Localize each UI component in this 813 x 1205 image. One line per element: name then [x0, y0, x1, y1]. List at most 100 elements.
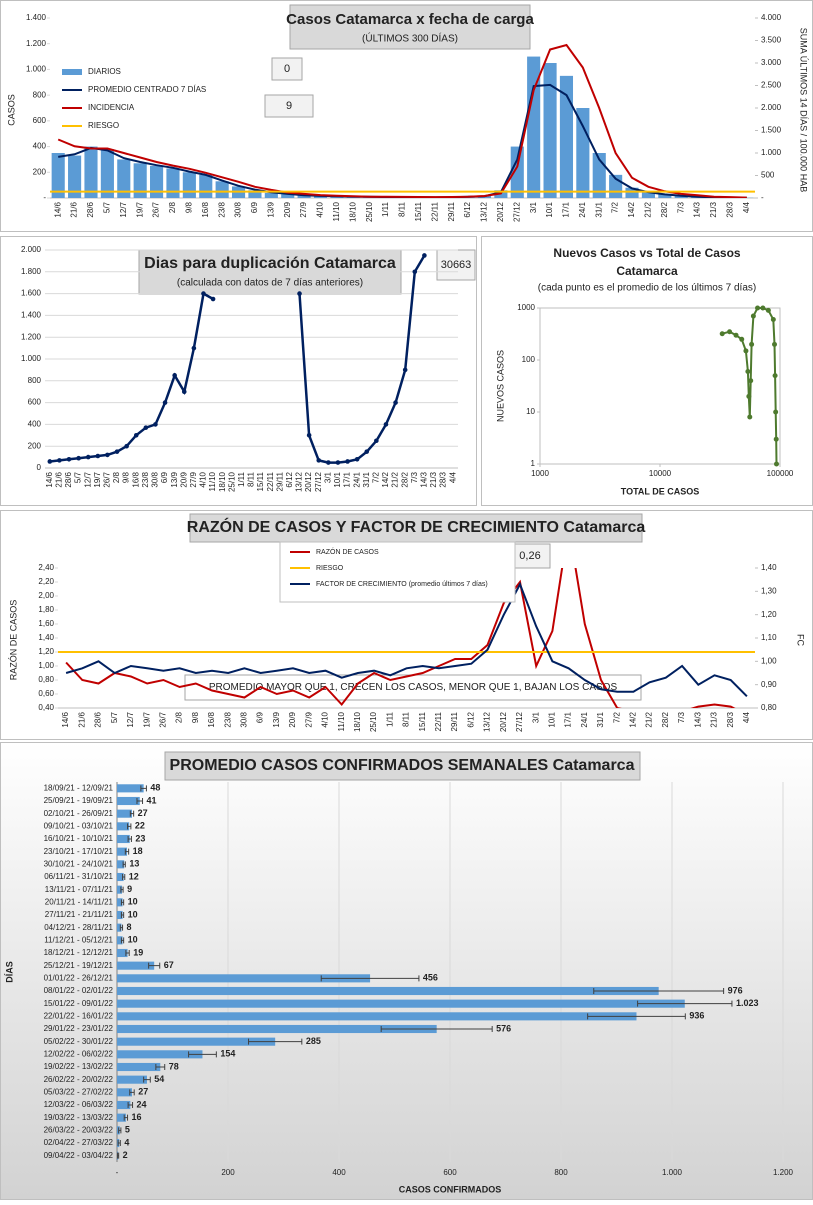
point: [739, 337, 744, 342]
x-tick-label: 21/2: [644, 201, 653, 217]
x-tick-label: 16/8: [207, 711, 216, 727]
x-tick-label: 5/7: [102, 201, 111, 213]
x-tick-label: 7/3: [410, 471, 419, 483]
chart-panel: Nuevos Casos vs Total de CasosCatamarca(…: [482, 237, 813, 506]
y-tick-label: 18/09/21 - 12/09/21: [44, 783, 114, 792]
x-tick-label: 24/1: [580, 711, 589, 727]
marker: [153, 422, 158, 427]
y-tick-label: 100: [522, 355, 536, 364]
point: [727, 329, 732, 334]
chart-panel: RAZÓN DE CASOS Y FACTOR DE CRECIMIENTO C…: [1, 511, 813, 740]
x-tick-label: 17/1: [343, 471, 352, 487]
chart-subtitle: (cada punto es el promedio de los último…: [538, 283, 756, 294]
x-tick-label: 31/1: [596, 711, 605, 727]
chart-panel: Casos Catamarca x fecha de carga(ÚLTIMOS…: [1, 1, 813, 232]
x-tick-label: 4/10: [316, 201, 325, 217]
x-tick-label: 12/7: [126, 711, 135, 727]
point: [745, 369, 750, 374]
y-tick-label: 800: [33, 90, 47, 99]
legend-label: RIESGO: [88, 121, 119, 130]
x-tick-label: 15/11: [418, 711, 427, 731]
y-tick-label: 20/11/21 - 14/11/21: [45, 897, 114, 906]
x-tick-label: 7/3: [676, 201, 685, 213]
x-tick-label: 12/7: [119, 201, 128, 217]
data-label: 19: [133, 947, 143, 957]
marker: [364, 449, 369, 454]
data-label: 154: [220, 1049, 235, 1059]
y-tick-label: 18/12/21 - 12/12/21: [44, 948, 114, 957]
point: [746, 394, 751, 399]
y-tick-label: 02/10/21 - 26/09/21: [44, 809, 114, 818]
y-tick-label: 1000: [517, 303, 535, 312]
y-tick-label: 1,40: [38, 633, 54, 642]
x-tick-label: 4/10: [199, 471, 208, 487]
x-tick-label: 22/11: [434, 711, 443, 731]
x-tick-label: 24/1: [578, 201, 587, 217]
x-tick-label: 2/8: [175, 711, 184, 723]
x-tick-label: 17/1: [562, 201, 571, 217]
point: [747, 415, 752, 420]
data-label: 285: [306, 1036, 321, 1046]
y-tick-label: 1.600: [21, 289, 42, 298]
bar: [117, 1076, 147, 1084]
x-tick-label: 22/11: [430, 201, 439, 221]
data-label: 9: [127, 884, 132, 894]
marker: [134, 433, 139, 438]
x-tick-label: 30/8: [234, 201, 243, 217]
x-tick-label: 30/8: [240, 711, 249, 727]
data-label: 48: [150, 783, 160, 793]
x-tick-label: 31/1: [594, 201, 603, 217]
x-tick-label: 14/3: [419, 471, 428, 487]
x-tick-label: 400: [332, 1168, 346, 1177]
x-tick-label: 25/10: [365, 201, 374, 222]
x-tick-label: 29/11: [447, 201, 456, 221]
y-tick-label: 600: [33, 116, 47, 125]
x-tick-label: 18/10: [218, 471, 227, 492]
x-tick-label: 14/2: [629, 711, 638, 727]
data-label: 976: [728, 985, 743, 995]
y2-tick-label: 0,90: [761, 680, 777, 689]
y-tick-label: 1.200: [26, 39, 47, 48]
legend-swatch: [62, 69, 82, 75]
x-tick-label: 1.000: [662, 1168, 683, 1177]
x-tick-label: 9/8: [184, 201, 193, 213]
chart-panel: Dias para duplicación Catamarca(calculad…: [1, 237, 477, 506]
y-tick-label: 200: [33, 167, 47, 176]
x-tick-label: 28/6: [94, 711, 103, 727]
marker: [48, 459, 53, 464]
point: [774, 437, 779, 442]
x-tick-label: 20/12: [496, 201, 505, 222]
x-tick-label: 26/7: [152, 201, 161, 217]
bar: [166, 168, 179, 198]
x-tick-label: 1/11: [381, 201, 390, 217]
data-label: 18: [133, 846, 143, 856]
y-tick-label: 05/02/22 - 30/01/22: [44, 1037, 114, 1046]
data-label: 54: [154, 1074, 164, 1084]
marker: [86, 455, 91, 460]
y-tick-label: 0,60: [38, 689, 54, 698]
bar: [576, 108, 589, 198]
point: [771, 317, 776, 322]
y-axis-label: RAZÓN DE CASOS: [8, 600, 18, 681]
y-tick-label: 26/03/22 - 20/03/22: [44, 1125, 114, 1134]
chart-panel: PROMEDIO CASOS CONFIRMADOS SEMANALES Cat…: [1, 743, 813, 1200]
chart-subtitle: (ÚLTIMOS 300 DÍAS): [362, 32, 458, 45]
x-tick-label: 6/12: [466, 711, 475, 727]
x-tick-label: 21/2: [645, 711, 654, 727]
chart-title: PROMEDIO CASOS CONFIRMADOS SEMANALES Cat…: [170, 757, 635, 774]
x-tick-label: 21/3: [710, 711, 719, 727]
point: [760, 306, 765, 311]
marker: [412, 270, 417, 275]
marker: [297, 291, 302, 296]
point: [766, 308, 771, 313]
marker: [144, 425, 149, 430]
x-tick-label: 7/2: [612, 711, 621, 723]
y-tick-label: 400: [28, 420, 42, 429]
x-tick-label: 1000: [531, 469, 549, 478]
y2-tick-label: 0,80: [761, 703, 777, 712]
bar: [117, 987, 659, 995]
marker: [124, 444, 129, 449]
x-tick-label: 16/8: [131, 471, 140, 487]
x-tick-label: 7/2: [371, 471, 380, 483]
legend-label: PROMEDIO CENTRADO 7 DÍAS: [88, 85, 206, 94]
